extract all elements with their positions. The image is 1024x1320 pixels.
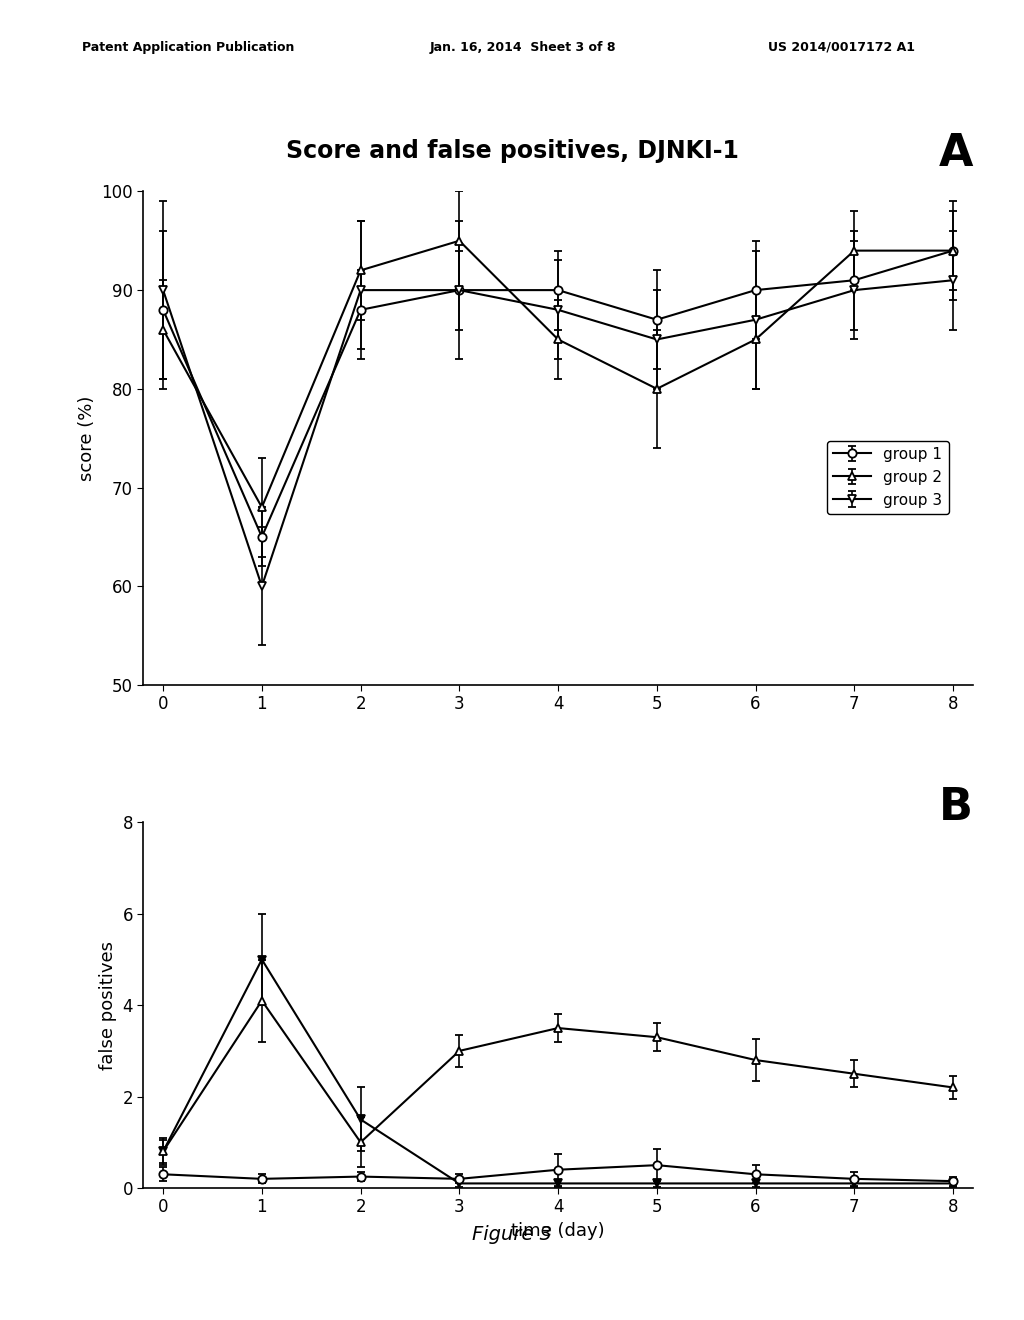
- Text: US 2014/0017172 A1: US 2014/0017172 A1: [768, 41, 915, 54]
- Text: B: B: [939, 785, 973, 829]
- Y-axis label: false positives: false positives: [98, 941, 117, 1069]
- Y-axis label: score (%): score (%): [78, 396, 96, 480]
- Legend: group 1, group 2, group 3: group 1, group 2, group 3: [826, 441, 948, 513]
- X-axis label: time (day): time (day): [511, 1222, 605, 1239]
- Text: Figure 3: Figure 3: [472, 1225, 552, 1243]
- Text: Patent Application Publication: Patent Application Publication: [82, 41, 294, 54]
- Text: A: A: [938, 132, 973, 176]
- Text: Score and false positives, DJNKI-1: Score and false positives, DJNKI-1: [286, 139, 738, 162]
- Text: Jan. 16, 2014  Sheet 3 of 8: Jan. 16, 2014 Sheet 3 of 8: [430, 41, 616, 54]
